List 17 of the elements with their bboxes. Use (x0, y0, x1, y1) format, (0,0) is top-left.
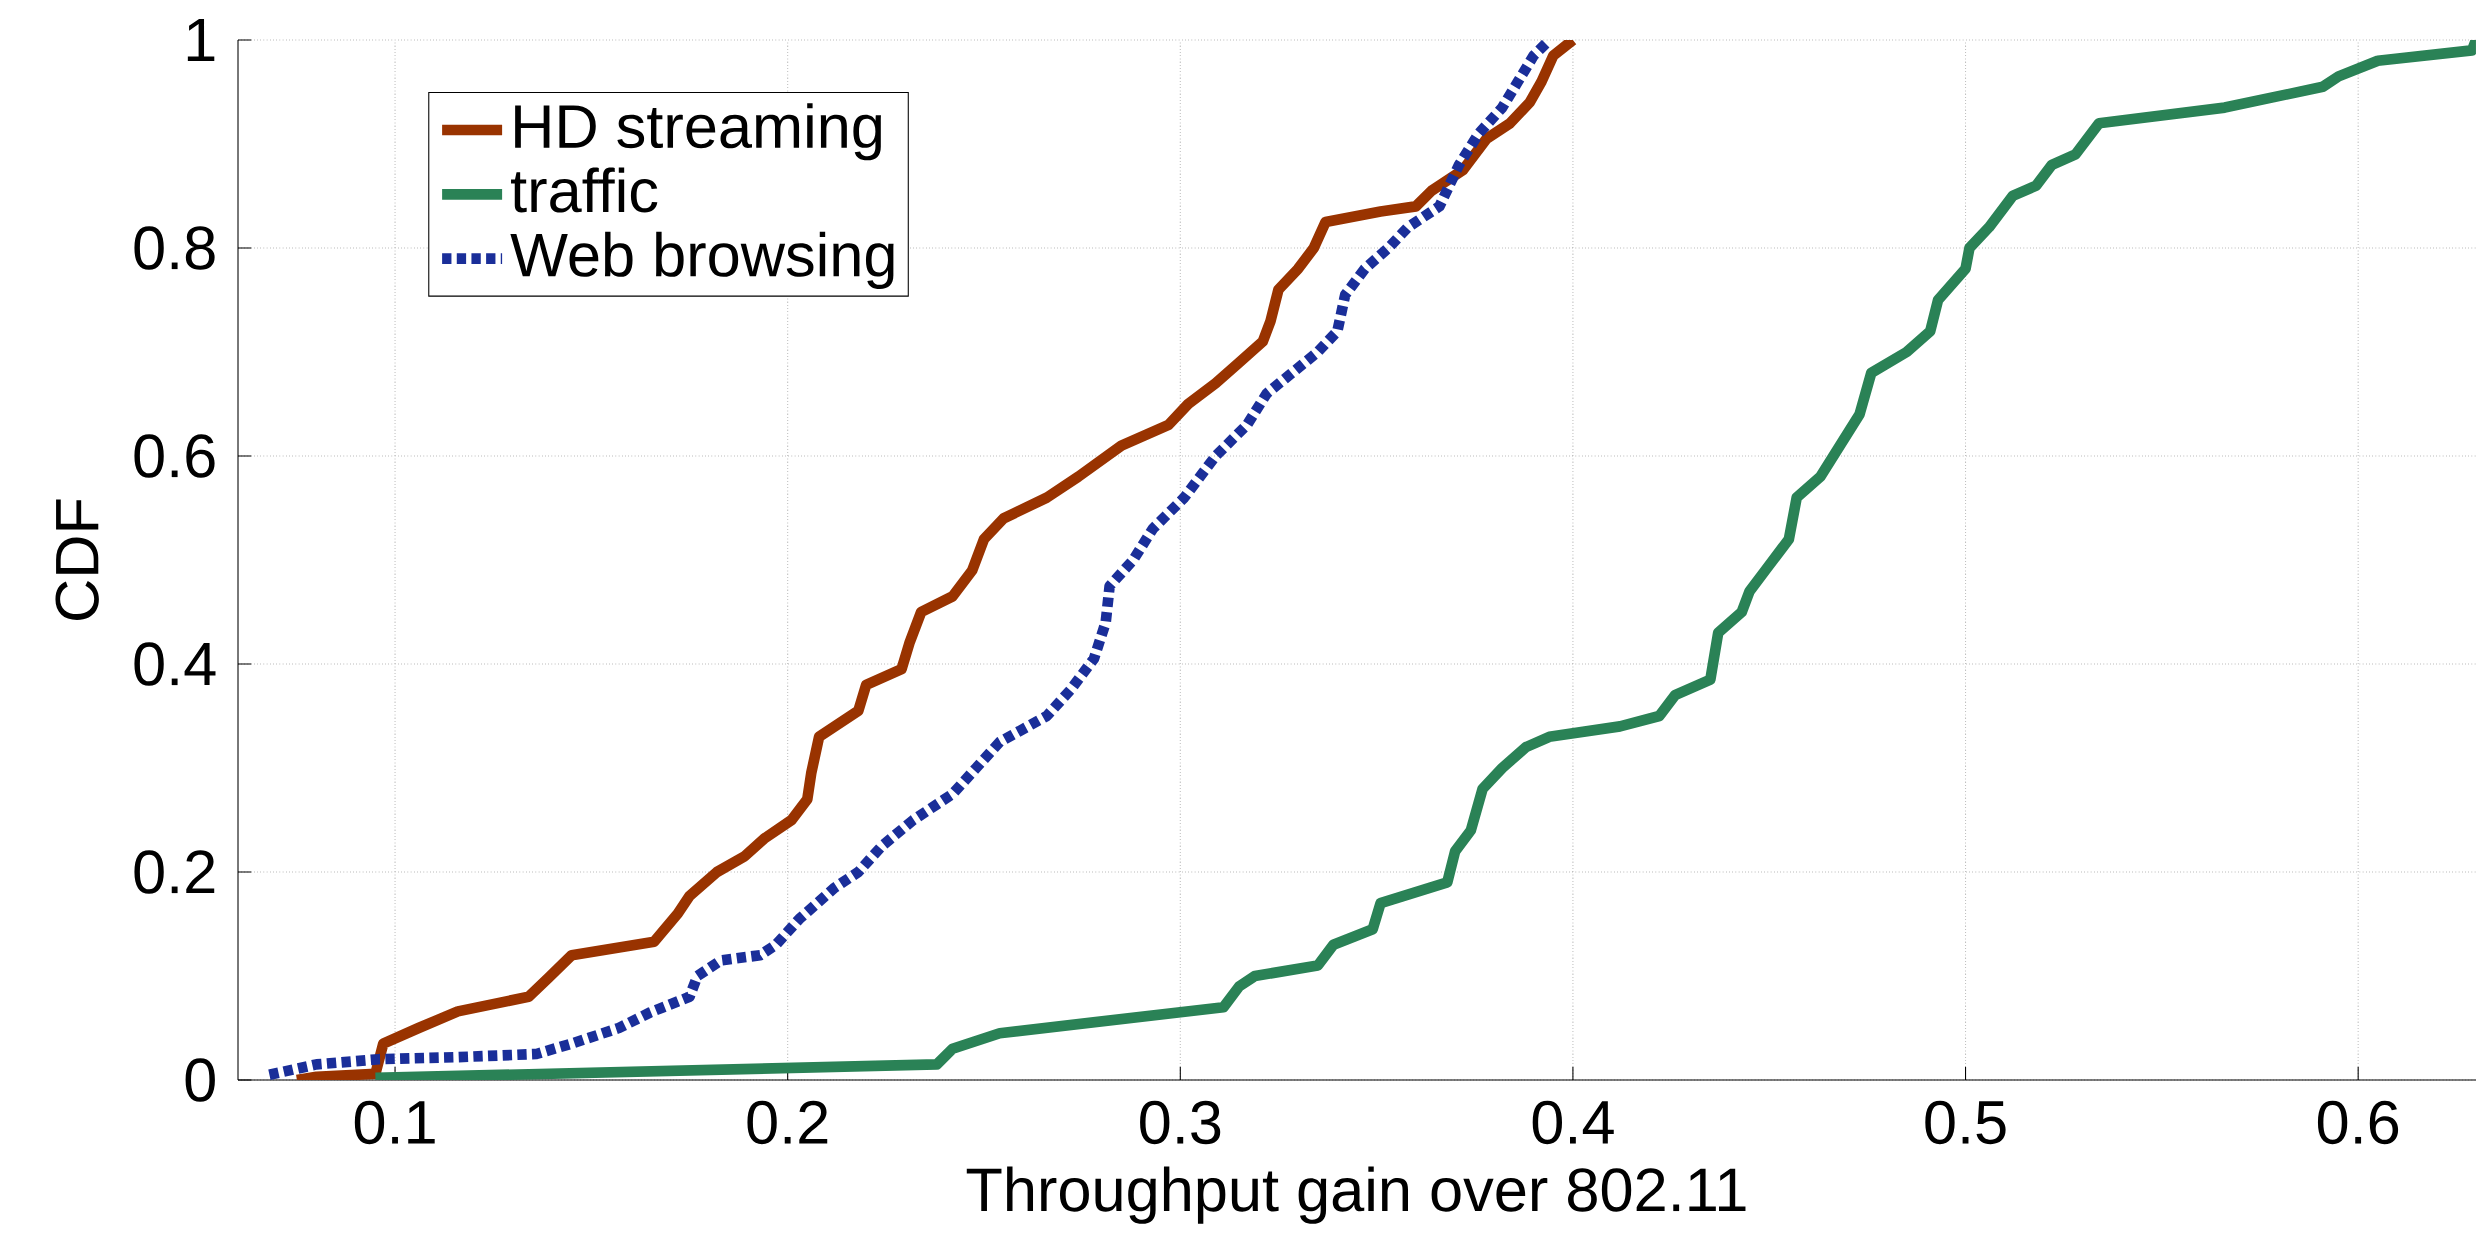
legend-label: Web browsing (510, 231, 894, 289)
x-tick-label: 0.3 (1140, 1100, 1221, 1145)
y-tick-label: 0 (185, 1058, 215, 1102)
x-tick-label: 0.2 (747, 1100, 828, 1145)
y-axis-title: CDF (55, 499, 99, 620)
x-tick-label: 0.6 (2317, 1100, 2399, 1145)
y-tick-label: 0.4 (134, 642, 216, 686)
x-tick-label: 0.5 (1925, 1100, 2006, 1145)
y-tick-label: 0.6 (134, 434, 215, 478)
x-axis-title: Throughput gain over 802.11 (966, 1166, 1746, 1224)
legend-label: HD streaming (515, 103, 881, 161)
legend-label: traffic (511, 167, 658, 213)
x-tick-label: 0.1 (354, 1100, 435, 1145)
y-tick-label: 0.8 (134, 226, 215, 270)
x-tick-label: 0.4 (1532, 1100, 1614, 1145)
y-tick-label: 1 (187, 18, 215, 62)
y-tick-label: 0.2 (134, 850, 215, 894)
